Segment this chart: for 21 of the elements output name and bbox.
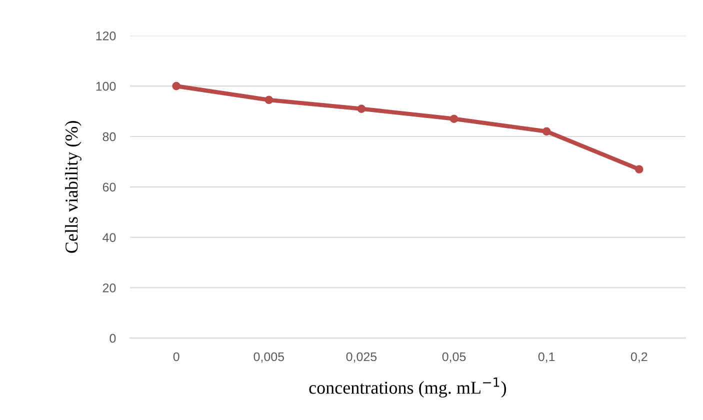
- point: [450, 114, 458, 124]
- x-tick-label: 0,005: [254, 352, 284, 363]
- x-axis-title: concentrations (mg. mL$^{−1}$): [309, 378, 506, 398]
- point: [172, 82, 181, 90]
- x-tick-label: 0,2: [630, 352, 648, 363]
- y-tick-label: 60: [102, 182, 116, 192]
- point: [542, 127, 551, 136]
- point: [357, 104, 366, 113]
- x-tick-label: 0: [173, 352, 180, 362]
- x-tick-label: 0,025: [346, 352, 377, 363]
- y-tick-label: 120: [96, 32, 116, 40]
- y-tick-label: 40: [102, 233, 116, 242]
- point: [634, 165, 644, 174]
- point: [264, 96, 274, 104]
- y-tick-label: 20: [102, 284, 116, 292]
- y-axis-title: Cells viability (%): [65, 121, 82, 253]
- x-tick-label: 0,05: [442, 352, 466, 363]
- y-tick-label: 0: [110, 334, 116, 343]
- y-tick-label: 100: [96, 82, 116, 91]
- x-tick-label: 0,1: [538, 352, 555, 363]
- y-tick-label: 80: [102, 132, 116, 142]
